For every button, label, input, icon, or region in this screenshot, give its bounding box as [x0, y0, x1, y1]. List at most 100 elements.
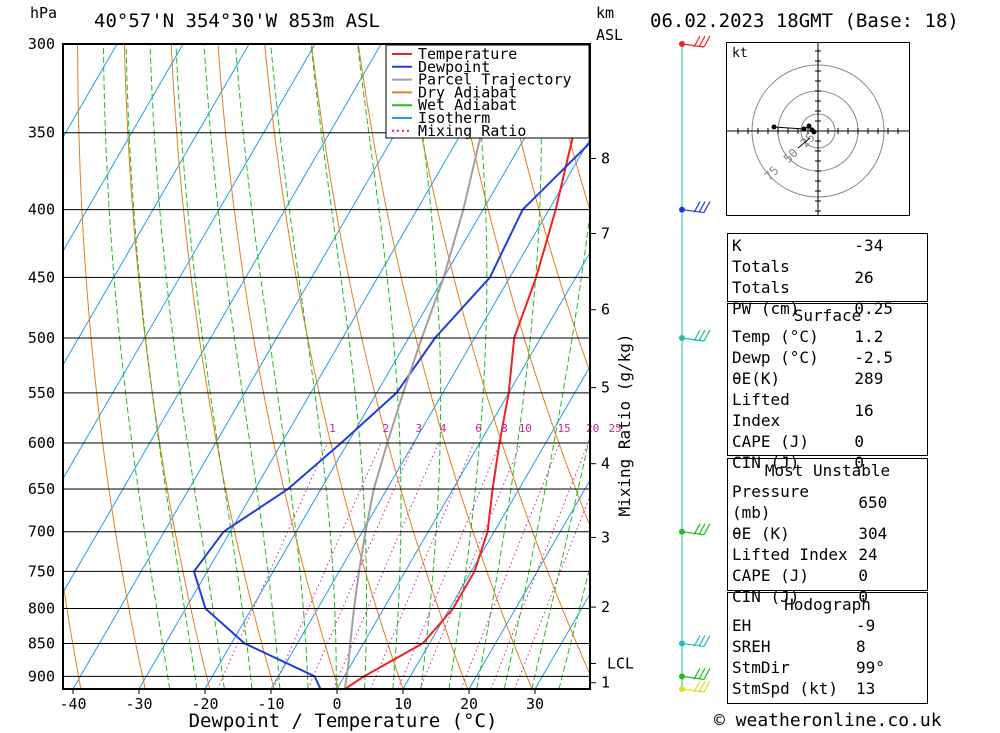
wind-barb-flag	[703, 635, 711, 647]
index-label: CAPE (J)	[732, 432, 810, 451]
index-value: -2.5	[854, 348, 893, 367]
pressure-tick-label: 500	[28, 329, 55, 347]
wet-adiabat-line	[270, 44, 337, 689]
most-unstable-row: Lifted Index 24	[728, 544, 927, 565]
mixing-ratio-line	[419, 442, 522, 689]
mixing-ratio-tick-label: 4	[440, 422, 447, 435]
km-tick-label: 7	[601, 225, 610, 243]
km-tick-label: LCL	[607, 654, 634, 672]
general-index-row: K -34	[728, 235, 927, 256]
wet-adiabat-line	[102, 44, 171, 689]
wind-barb-staff	[681, 531, 705, 536]
wet-adiabat-line	[310, 44, 367, 689]
isotherm-line	[270, 138, 590, 689]
wind-barb-flag	[698, 35, 706, 48]
index-value: 0	[854, 453, 865, 472]
surface-row: Lifted Index 16	[728, 389, 927, 431]
dry-adiabat-line	[498, 44, 590, 374]
pressure-tick-label: 750	[28, 562, 55, 580]
km-tick-label: 1	[601, 674, 610, 692]
wind-barb-flag	[703, 329, 711, 342]
wind-barb-flag	[693, 329, 701, 342]
index-value: 26	[854, 267, 874, 287]
wind-barb-flag	[703, 35, 711, 48]
wet-adiabat-line	[410, 44, 442, 689]
km-tick-label: 3	[601, 528, 610, 546]
most-unstable-table: Most Unstable Pressure (mb) 650 θE (K) 304 Li…	[728, 460, 927, 607]
index-value: 0	[858, 566, 868, 585]
mixing-ratio-line	[397, 442, 501, 689]
dry-adiabat-line	[77, 44, 146, 689]
wind-barb-flag	[698, 523, 706, 535]
index-label: θE (K)	[732, 524, 790, 543]
wind-barb-staff	[681, 675, 705, 680]
mixing-ratio-line	[216, 442, 328, 689]
credit-link[interactable]: © weatheronline.co.uk	[714, 710, 942, 731]
temp-tick-label: 20	[460, 695, 478, 713]
most-unstable-row: θE (K) 304	[728, 523, 927, 544]
wind-barb-flag	[703, 668, 711, 680]
wet-adiabat-line	[531, 433, 590, 689]
pressure-unit-label: hPa	[30, 4, 58, 22]
hodograph-line	[773, 125, 815, 133]
pressure-tick-label: 450	[28, 268, 55, 286]
mixing-ratio-tick-label: 1	[329, 422, 336, 435]
dewpoint-line	[192, 141, 590, 689]
mixing-ratio-tick-label: 20	[586, 422, 599, 435]
parcel-trajectory-line	[343, 44, 508, 689]
index-value: 289	[854, 369, 884, 388]
mixing-ratio-tick-label: 8	[501, 422, 508, 435]
surface-row: Dewp (°C) -2.5	[728, 347, 927, 368]
wind-barb-staff	[681, 688, 705, 693]
wet-adiabat-line	[175, 44, 253, 689]
most-unstable-row: CAPE (J) 0	[728, 565, 927, 586]
wet-adiabat-line	[558, 565, 590, 689]
storm-motion-arrow	[797, 137, 811, 149]
mixing-ratio-line	[307, 442, 415, 689]
pressure-tick-label: 650	[28, 480, 55, 498]
pressure-tick-label: 400	[28, 201, 55, 219]
wind-barbs	[679, 35, 711, 693]
isotherm-line	[138, 44, 514, 689]
legend-entry: Parcel Trajectory	[418, 71, 572, 89]
mixing-ratio-line	[370, 442, 475, 689]
wind-barb-flag	[693, 680, 701, 693]
mixing-ratio-tick-label: 15	[558, 422, 571, 435]
temp-tick-label: -40	[59, 695, 86, 713]
index-value: 304	[858, 524, 888, 543]
index-label: θE(K)	[732, 369, 781, 388]
axes: 300350400450500550600650700750800850900-…	[28, 35, 634, 713]
isotherm-line	[336, 251, 590, 689]
asl-unit-label: ASL	[596, 26, 624, 44]
section-title-row: Hodograph	[728, 594, 927, 615]
index-value: 8	[856, 637, 866, 656]
dry-adiabat-line	[920, 44, 1000, 689]
hodograph-index-row: SREH 8	[728, 636, 927, 657]
dry-adiabat-line	[217, 44, 340, 689]
km-tick-label: 2	[601, 598, 610, 616]
wind-barb-flag	[698, 635, 706, 647]
index-label: Lifted Index	[732, 545, 848, 564]
indices-hodo-box: Hodograph EH -9 SREH 8 StmDir 99° StmSpd (kt) 13	[727, 592, 928, 704]
km-tick-label: 5	[601, 379, 610, 397]
pressure-tick-label: 350	[28, 124, 55, 142]
indices-mu-box: Most Unstable Pressure (mb) 650 θE (K) 304 Li…	[727, 458, 928, 606]
index-label: CIN (J)	[732, 453, 800, 472]
surface-row: θE(K) 289	[728, 368, 927, 389]
hodograph-axes	[727, 43, 909, 215]
pressure-tick-label: 850	[28, 634, 55, 652]
mixing-ratio-line	[490, 442, 589, 689]
index-label: Pressure (mb)	[732, 482, 810, 522]
wind-barb-flag	[693, 635, 701, 647]
indices-general-box: K -34 Totals Totals 26 PW (cm) 0.25	[727, 233, 928, 318]
temp-tick-label: -20	[191, 695, 218, 713]
surface-table: Surface Temp (°C) 1.2 Dewp (°C) -2.5 θE(K) 289…	[728, 305, 927, 473]
hodograph-index-row: EH -9	[728, 615, 927, 636]
dry-adiabat-line	[357, 44, 533, 689]
mixing-ratio-tick-label: 6	[475, 422, 482, 435]
wind-barb-staff	[681, 43, 705, 48]
wet-adiabat-line	[149, 44, 225, 689]
